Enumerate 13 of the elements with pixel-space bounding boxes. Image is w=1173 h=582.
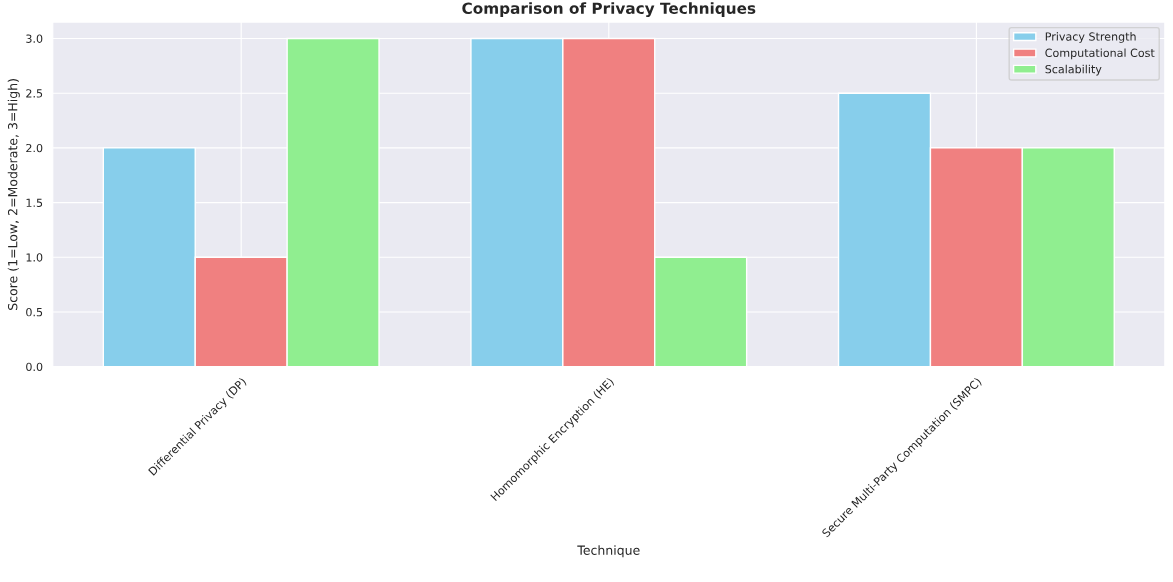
legend-label: Scalability [1045, 64, 1102, 76]
chart-title: Comparison of Privacy Techniques [462, 2, 756, 18]
x-axis-title: Technique [577, 545, 640, 558]
y-tick-label: 0.5 [26, 307, 43, 317]
legend-label: Privacy Strength [1045, 32, 1136, 43]
y-tick-label: 2.0 [26, 143, 43, 153]
y-tick-label: 3.0 [26, 34, 43, 43]
y-axis-title: Score (1=Low, 2=Moderate, 3=High) [7, 79, 20, 310]
y-tick-label: 1.0 [26, 253, 43, 262]
y-tick-label: 1.5 [26, 198, 43, 207]
y-tick-label: 0.0 [26, 362, 43, 372]
y-tick-label: 2.5 [26, 89, 43, 98]
legend-label: Computational Cost [1045, 48, 1155, 60]
